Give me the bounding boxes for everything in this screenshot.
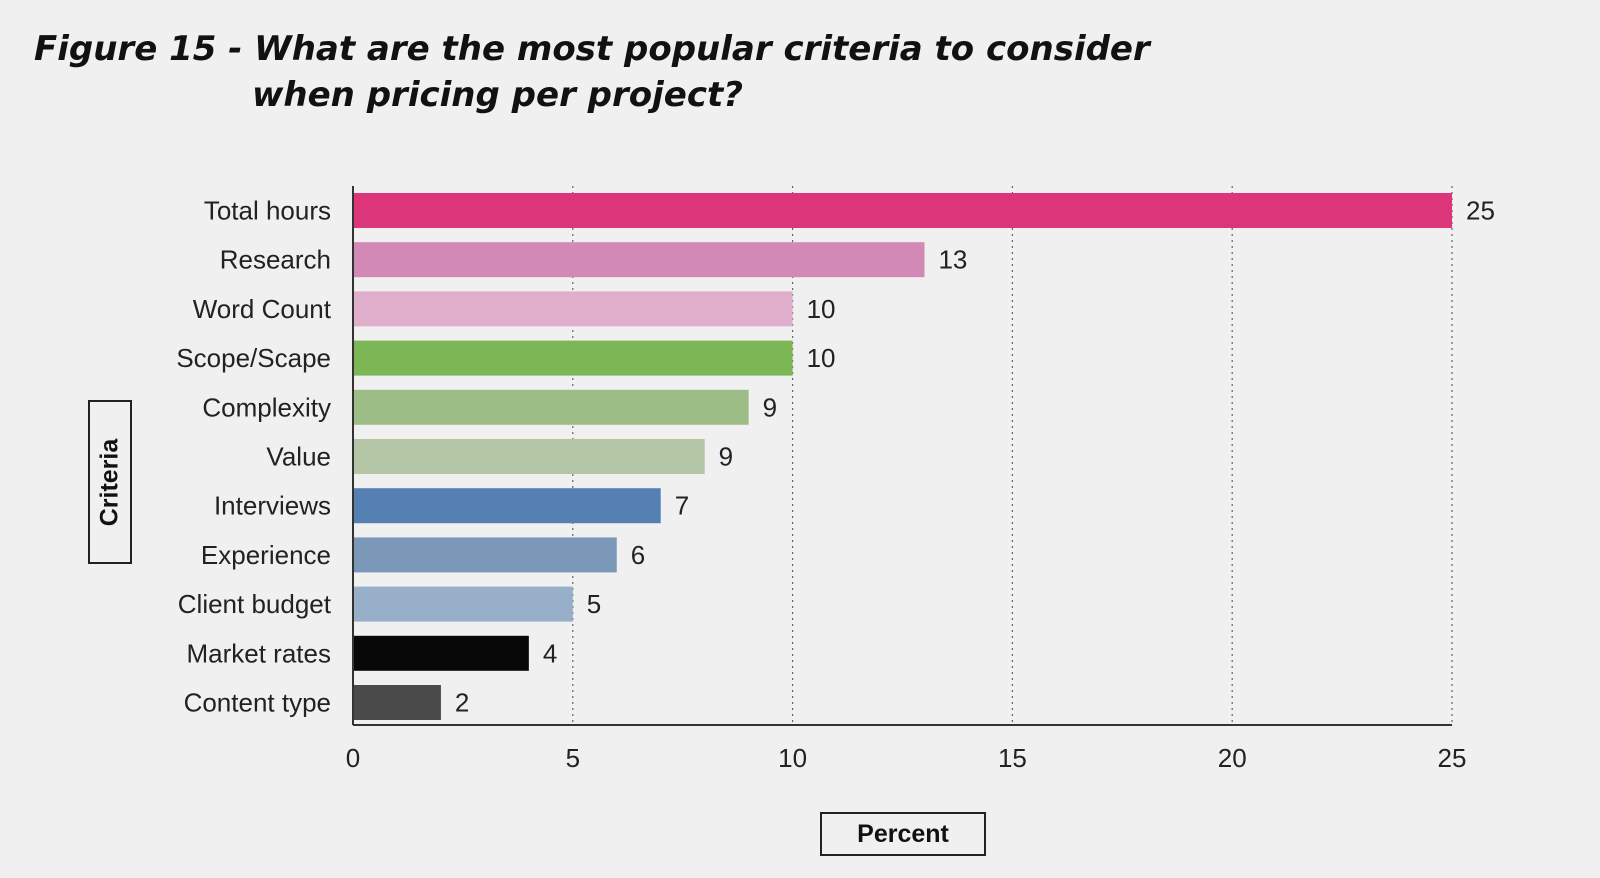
category-label: Scope/Scape [176,343,331,373]
bar [353,488,661,524]
data-label: 6 [631,540,645,570]
data-label: 7 [675,491,689,521]
data-label: 9 [719,442,733,472]
x-tick-label: 10 [778,743,807,773]
data-label: 25 [1466,196,1495,226]
category-label: Content type [184,688,331,718]
x-tick-label: 0 [346,743,360,773]
data-label: 13 [938,245,967,275]
bar [353,635,529,671]
x-tick-label: 15 [998,743,1027,773]
bar [353,242,925,278]
x-axis-label: Percent [857,819,949,848]
chart-title-line2: when pricing per project? [252,75,743,115]
bar [353,439,705,474]
y-axis-label-box: Criteria [88,400,132,564]
data-label: 10 [807,294,836,324]
chart-title: Figure 15 - What are the most popular cr… [34,26,1150,118]
category-label: Value [266,442,331,472]
category-label: Experience [201,540,331,570]
y-axis-label: Criteria [95,438,124,526]
x-axis-label-box: Percent [820,812,986,856]
category-label: Total hours [204,196,331,226]
data-label: 9 [763,392,777,422]
chart-title-line1: Figure 15 - What are the most popular cr… [34,29,1150,69]
bar [353,340,793,376]
bar [353,193,1452,228]
data-label: 10 [807,343,836,373]
category-label: Interviews [214,491,331,521]
data-label: 4 [543,638,557,668]
x-tick-label: 20 [1218,743,1247,773]
category-label: Market rates [187,638,332,668]
category-label: Research [220,245,331,275]
data-label: 5 [587,589,601,619]
bar [353,537,617,573]
bar [353,586,573,622]
category-label: Client budget [178,589,332,619]
bar [353,291,793,327]
bar [353,389,749,425]
category-label: Complexity [202,392,331,422]
category-label: Word Count [193,294,332,324]
x-tick-label: 5 [566,743,580,773]
data-label: 2 [455,688,469,718]
x-tick-label: 25 [1438,743,1467,773]
bar [353,685,441,720]
